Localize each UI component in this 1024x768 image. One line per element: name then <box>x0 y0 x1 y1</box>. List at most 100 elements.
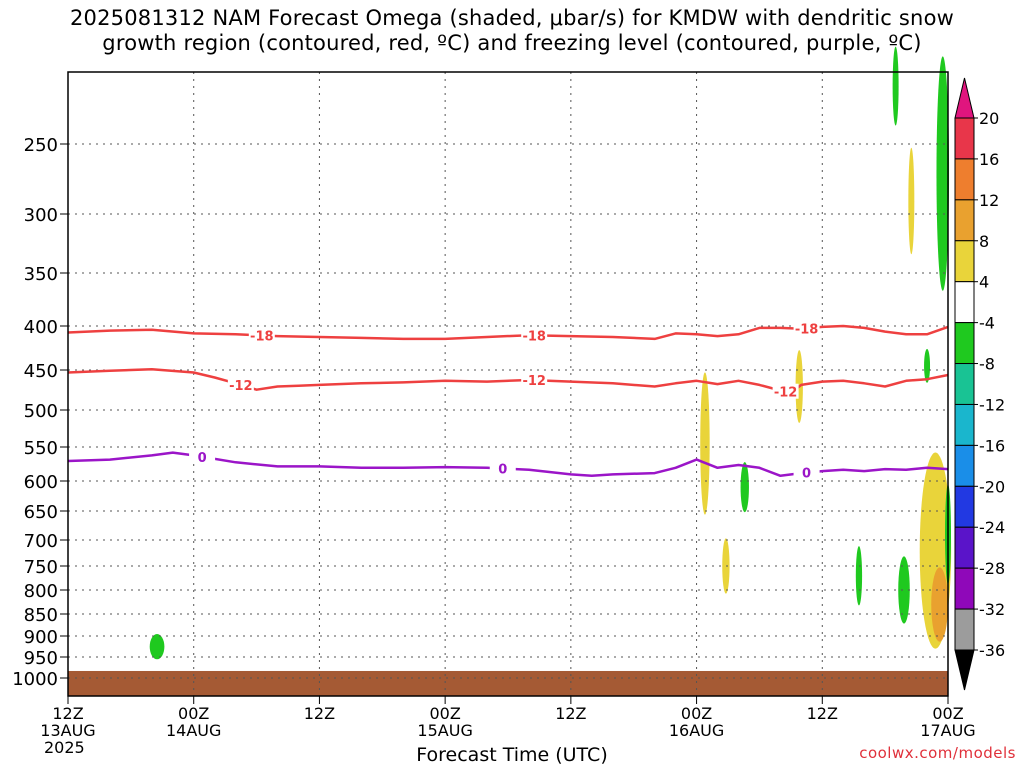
omega-region <box>722 538 730 594</box>
colorbar-swatch <box>954 526 975 569</box>
y-tick-label: 550 <box>24 438 58 459</box>
contour-lines: -18 -18 -18 -12 -12 -12 0 0 0 <box>67 320 949 482</box>
colorbar-label: 4 <box>979 273 989 292</box>
contour-label-bg <box>521 327 548 343</box>
colorbar-label: -12 <box>979 395 1005 414</box>
colorbar-swatch <box>954 363 975 405</box>
colorbar-label: 16 <box>979 150 999 169</box>
contour-label: 0 <box>498 463 507 478</box>
contour-label: -12 <box>229 379 253 394</box>
title-line-2: growth region (contoured, red, ºC) and f… <box>102 31 922 55</box>
contour-label: -18 <box>522 329 546 344</box>
omega-region <box>740 462 749 513</box>
colorbar-label: 20 <box>979 109 999 128</box>
colorbar-swatch <box>954 117 975 160</box>
contour-label-bg <box>521 372 548 388</box>
y-tick-label: 800 <box>24 581 58 602</box>
y-tick-label: 600 <box>24 472 58 493</box>
colorbar-label: 8 <box>979 232 989 251</box>
colorbar-swatch <box>954 485 975 528</box>
y-tick-label: 450 <box>24 361 58 382</box>
contour-label-bg <box>248 327 275 343</box>
plot-frame <box>67 71 949 697</box>
colorbar-label: -24 <box>979 518 1005 537</box>
contour-label-bg <box>227 376 254 392</box>
y-tick-label: 500 <box>24 401 58 422</box>
contour-label: -18 <box>795 322 819 337</box>
omega-region <box>700 372 710 515</box>
credit-text: coolwx.com/models <box>859 744 1016 762</box>
colorbar: 20 16 12 8 4 -4 -8 -12 -16 -20 -24 -28 -32 -36 <box>954 77 1005 691</box>
omega-region <box>924 348 931 383</box>
colorbar-bottom-arrow <box>954 649 975 691</box>
contour-label-bg <box>489 460 516 476</box>
omega-region <box>149 633 165 660</box>
colorbar-swatch <box>954 444 975 487</box>
y-axis: 2503003504004505005506006507007508008509… <box>12 135 68 690</box>
contour-label-bg <box>189 448 216 464</box>
x-tick-label: 12Z <box>555 704 586 723</box>
x-axis-title: Forecast Time (UTC) <box>416 744 608 766</box>
ground-area <box>68 670 948 696</box>
colorbar-swatch <box>954 322 975 365</box>
x-tick-label: 12Z <box>807 704 838 723</box>
omega-region <box>936 56 950 291</box>
y-tick-label: 650 <box>24 502 58 523</box>
contour-label: 0 <box>802 467 811 482</box>
y-tick-label: 700 <box>24 531 58 552</box>
omega-region <box>908 147 915 255</box>
y-tick-label: 950 <box>24 648 58 669</box>
contour-label: -18 <box>250 329 274 344</box>
colorbar-label: -8 <box>979 355 995 374</box>
colorbar-swatch <box>954 158 975 201</box>
omega-region <box>892 46 899 126</box>
x-tick-label: 12Z <box>52 704 83 723</box>
colorbar-label: -4 <box>979 314 995 333</box>
colorbar-label: 12 <box>979 191 999 210</box>
x-tick-label: 00Z <box>429 704 460 723</box>
colorbar-label: -16 <box>979 436 1005 455</box>
contour-label-bg <box>793 464 820 480</box>
y-tick-label: 850 <box>24 605 58 626</box>
colorbar-swatch <box>954 608 975 651</box>
contour-label-bg <box>793 320 820 336</box>
contour-label-bg <box>772 383 799 399</box>
x-tick-label: 12Z <box>304 704 335 723</box>
contour-line <box>67 451 949 478</box>
colorbar-label: -36 <box>979 641 1005 660</box>
omega-shading <box>149 46 952 660</box>
colorbar-label: -32 <box>979 600 1005 619</box>
y-tick-label: 400 <box>24 317 58 338</box>
grid-lines <box>67 72 949 696</box>
contour-label: -12 <box>522 374 546 389</box>
x-tick-date-label: 13AUG <box>40 721 95 740</box>
colorbar-swatch <box>954 199 975 242</box>
colorbar-swatch <box>954 567 975 610</box>
omega-region <box>855 546 863 606</box>
title-line-1: 2025081312 NAM Forecast Omega (shaded, μ… <box>70 6 954 30</box>
colorbar-top-arrow <box>954 77 975 119</box>
x-tick-date-label: 15AUG <box>417 721 472 740</box>
omega-region <box>898 556 910 624</box>
x-tick-label: 00Z <box>178 704 209 723</box>
colorbar-swatch <box>954 281 975 324</box>
y-tick-label: 350 <box>24 264 58 285</box>
y-tick-label: 900 <box>24 627 58 648</box>
chart-title: 2025081312 NAM Forecast Omega (shaded, μ… <box>0 6 1024 56</box>
contour-line <box>67 367 949 395</box>
ground-fill <box>68 670 948 696</box>
colorbar-label: -20 <box>979 477 1005 496</box>
y-tick-label: 1000 <box>12 669 58 690</box>
y-tick-label: 300 <box>24 205 58 226</box>
contour-label: 0 <box>198 451 207 466</box>
x-tick-label: 00Z <box>932 704 963 723</box>
x-tick-date-label: 17AUG <box>920 721 975 740</box>
x-tick-date-label: 16AUG <box>669 721 724 740</box>
omega-region <box>931 567 948 642</box>
x-tick-date-label: 14AUG <box>166 721 221 740</box>
colorbar-swatch <box>954 240 975 283</box>
colorbar-swatch <box>954 403 975 446</box>
contour-label: -12 <box>774 386 798 401</box>
